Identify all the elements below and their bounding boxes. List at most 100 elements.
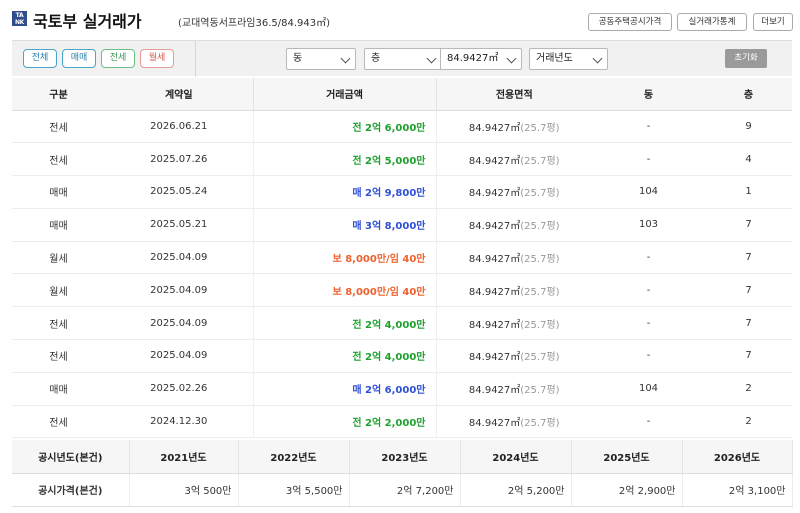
date-cell: 2025.05.21 — [105, 208, 253, 242]
dong-cell: - — [592, 110, 705, 144]
table-header-row: 구분 계약일 거래금액 전용면적 동 층 — [12, 78, 792, 111]
area-cell: 84.9427㎡(25.7평) — [436, 175, 592, 209]
area-cell: 84.9427㎡(25.7평) — [436, 208, 592, 242]
area-cell: 84.9427㎡(25.7평) — [436, 306, 592, 341]
table-row[interactable]: 전세 2025.07.26 전 2억 5,000만 84.9427㎡(25.7평) -4 — [12, 142, 792, 177]
official-year: 2021년도 — [129, 440, 239, 474]
divider — [195, 41, 196, 77]
price-statistics-button[interactable]: 실거래가통계 — [677, 13, 747, 31]
official-price-table: 공시년도(본건) 2021년도 2022년도 2023년도 2024년도 202… — [12, 440, 793, 507]
official-price: 3억 5,500만 — [238, 473, 350, 507]
official-price-row: 공시가격(본건) 3억 500만 3억 5,500만 2억 7,200만 2억 … — [12, 473, 793, 507]
area-select[interactable]: 84.9427㎡ — [440, 48, 522, 70]
type-cell: 전세 — [12, 142, 105, 177]
table-row[interactable]: 월세 2025.04.09 보 8,000만/임 40만 84.9427㎡(25.7평… — [12, 241, 792, 275]
reset-button[interactable]: 초기화 — [725, 49, 767, 68]
date-cell: 2024.12.30 — [105, 405, 253, 439]
area-cell: 84.9427㎡(25.7평) — [436, 405, 592, 439]
dong-cell: 104 — [592, 175, 705, 209]
floor-cell: 7 — [705, 208, 792, 242]
official-year: 2023년도 — [349, 440, 461, 474]
year-select[interactable]: 거래년도 — [529, 48, 608, 70]
type-cell: 전세 — [12, 339, 105, 373]
transactions-table: 구분 계약일 거래금액 전용면적 동 층 전세 2026.06.21 전 2억 6,… — [12, 78, 792, 439]
table-row[interactable]: 월세 2025.04.09 보 8,000만/임 40만 84.9427㎡(25.7평… — [12, 273, 792, 308]
type-cell: 매매 — [12, 372, 105, 406]
floor-select[interactable]: 층 — [364, 48, 442, 70]
pyeong-value: (25.7평) — [520, 122, 560, 134]
date-cell: 2025.04.09 — [105, 306, 253, 341]
official-price-button[interactable]: 공동주택공시가격 — [588, 13, 672, 31]
apartment-subtitle: (교대역동서프라임36.5/84.943㎡) — [178, 18, 331, 29]
filter-jeonse-pill[interactable]: 전세 — [101, 49, 135, 68]
date-cell: 2025.07.26 — [105, 142, 253, 177]
header-date[interactable]: 계약일 — [105, 78, 253, 111]
table-row[interactable]: 매매 2025.02.26 매 2억 6,000만 84.9427㎡(25.7평) 10… — [12, 372, 792, 406]
type-cell: 월세 — [12, 273, 105, 308]
official-price: 2억 7,200만 — [349, 473, 461, 507]
date-cell: 2025.04.09 — [105, 241, 253, 275]
dong-cell: - — [592, 241, 705, 275]
area-select-value: 84.9427㎡ — [447, 53, 499, 64]
floor-select-value: 층 — [371, 53, 381, 64]
chevron-down-icon — [592, 53, 603, 64]
chevron-down-icon — [506, 53, 517, 64]
official-year: 2026년도 — [682, 440, 793, 474]
price-cell: 전 2억 2,000만 — [252, 405, 437, 439]
more-button[interactable]: 더보기 — [753, 13, 793, 31]
price-cell: 전 2억 4,000만 — [252, 339, 437, 373]
price-cell: 매 2억 9,800만 — [252, 175, 437, 209]
official-year: 2025년도 — [571, 440, 683, 474]
price-cell: 전 2억 4,000만 — [252, 306, 437, 341]
floor-cell: 7 — [705, 273, 792, 308]
price-cell: 매 3억 8,000만 — [252, 208, 437, 242]
table-row[interactable]: 전세 2025.04.09 전 2억 4,000만 84.9427㎡(25.7평) -7 — [12, 306, 792, 341]
type-cell: 전세 — [12, 110, 105, 144]
type-cell: 월세 — [12, 241, 105, 275]
price-cell: 전 2억 5,000만 — [252, 142, 437, 177]
area-value: 84.9427㎡ — [468, 122, 521, 134]
floor-cell: 1 — [705, 175, 792, 209]
header-area[interactable]: 전용면적 — [436, 78, 592, 111]
area-value: 84.9427㎡ — [468, 418, 521, 430]
table-row[interactable]: 매매 2025.05.21 매 3억 8,000만 84.9427㎡(25.7평) 10… — [12, 208, 792, 242]
dong-cell: - — [592, 142, 705, 177]
pyeong-value: (25.7평) — [520, 221, 560, 233]
dong-select-value: 동 — [293, 53, 303, 64]
area-value: 84.9427㎡ — [468, 319, 521, 331]
filter-monthly-pill[interactable]: 월세 — [140, 49, 174, 68]
table-row[interactable]: 전세 2026.06.21 전 2억 6,000만 84.9427㎡(25.7평) -9 — [12, 110, 792, 144]
area-cell: 84.9427㎡(25.7평) — [436, 241, 592, 275]
header-type[interactable]: 구분 — [12, 78, 105, 111]
pyeong-value: (25.7평) — [520, 286, 560, 298]
area-value: 84.9427㎡ — [468, 385, 521, 397]
official-price: 2억 3,100만 — [682, 473, 793, 507]
area-cell: 84.9427㎡(25.7평) — [436, 273, 592, 308]
floor-cell: 9 — [705, 110, 792, 144]
header-floor[interactable]: 층 — [705, 78, 792, 111]
header: TA NK 국토부 실거래가 (교대역동서프라임36.5/84.943㎡) 공동주… — [0, 0, 800, 36]
dong-select[interactable]: 동 — [286, 48, 356, 70]
header-dong[interactable]: 동 — [592, 78, 705, 111]
pyeong-value: (25.7평) — [520, 254, 560, 266]
pyeong-value: (25.7평) — [520, 188, 560, 200]
table-row[interactable]: 매매 2025.05.24 매 2억 9,800만 84.9427㎡(25.7평) 10… — [12, 175, 792, 209]
dong-cell: - — [592, 306, 705, 341]
dong-cell: 104 — [592, 372, 705, 406]
date-cell: 2026.06.21 — [105, 110, 253, 144]
filter-all-pill[interactable]: 전체 — [23, 49, 57, 68]
table-row[interactable]: 전세 2024.12.30 전 2억 2,000만 84.9427㎡(25.7평) -2 — [12, 405, 792, 439]
page-title: 국토부 실거래가 — [33, 12, 142, 31]
year-select-value: 거래년도 — [536, 53, 573, 64]
type-cell: 전세 — [12, 405, 105, 439]
area-value: 84.9427㎡ — [468, 254, 521, 266]
official-year: 2022년도 — [238, 440, 350, 474]
table-row[interactable]: 전세 2025.04.09 전 2억 4,000만 84.9427㎡(25.7평) -7 — [12, 339, 792, 373]
chevron-down-icon — [340, 53, 351, 64]
dong-cell: 103 — [592, 208, 705, 242]
pyeong-value: (25.7평) — [520, 352, 560, 364]
area-value: 84.9427㎡ — [468, 221, 521, 233]
header-price[interactable]: 거래금액 — [252, 78, 437, 111]
floor-cell: 4 — [705, 142, 792, 177]
filter-sale-pill[interactable]: 매매 — [62, 49, 96, 68]
